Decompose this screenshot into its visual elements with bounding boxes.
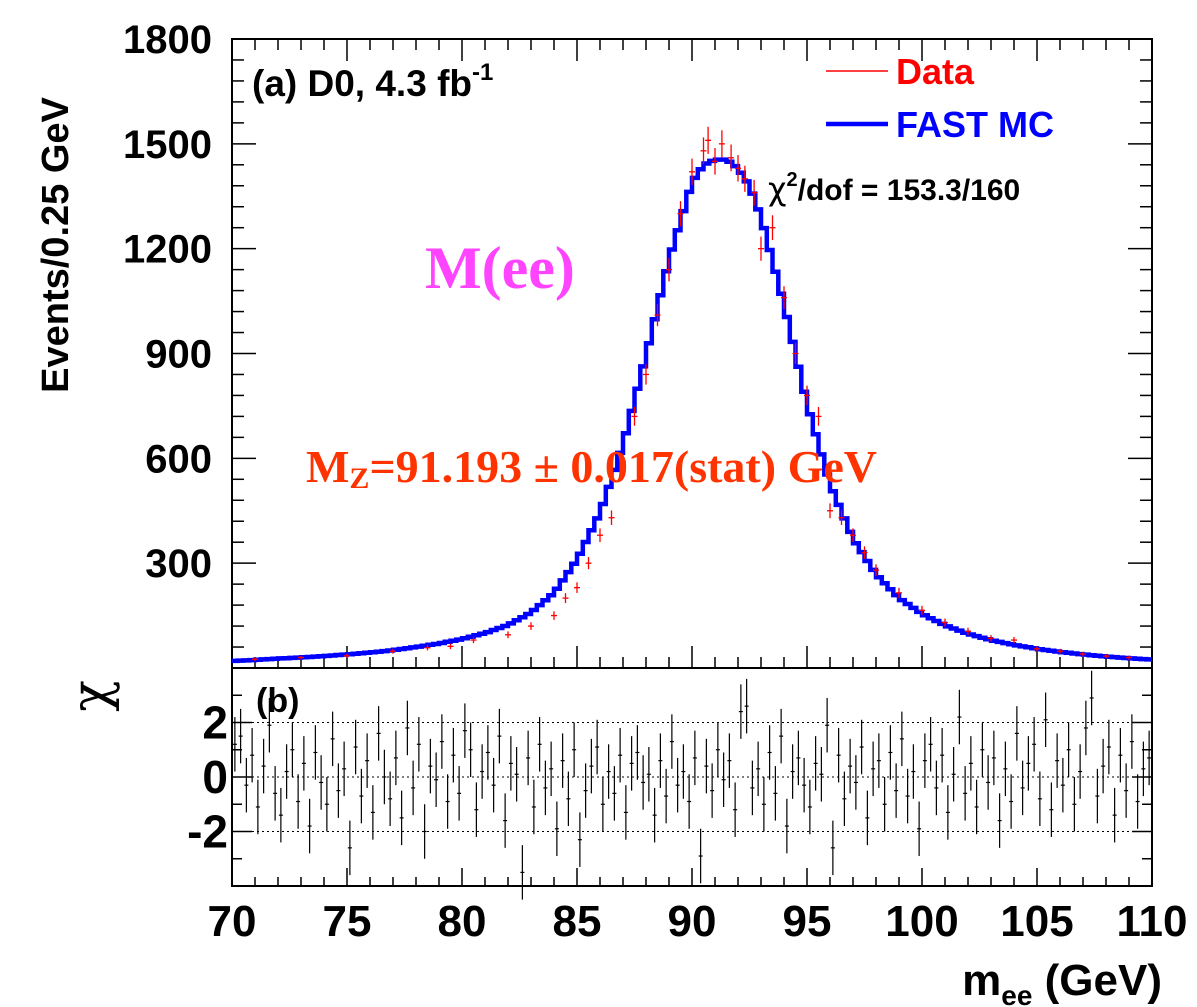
chi2-annotation: χ2/dof = 153.3/160 xyxy=(768,169,1020,208)
x-tick-label: 110 xyxy=(1117,897,1188,946)
legend-fast-mc-label: FAST MC xyxy=(896,104,1054,145)
x-tick-label: 95 xyxy=(783,897,832,946)
main-y-tick-label: 600 xyxy=(145,437,212,481)
residual-y-tick-labels: -202 xyxy=(187,697,228,858)
x-axis-label-main: m xyxy=(962,956,1001,1005)
residual-y-axis-label: χ xyxy=(61,680,121,712)
x-tick-label: 90 xyxy=(668,897,717,946)
residual-points xyxy=(232,670,1152,900)
panel-a-label: (a) D0, 4.3 fb-1 xyxy=(252,59,493,104)
residual-reference-lines xyxy=(232,722,1152,832)
residual-ticks xyxy=(232,694,1152,886)
panel-a-label-superscript: -1 xyxy=(472,59,493,86)
x-tick-labels: 70 75 80 85 90 95 100 105 110 xyxy=(208,897,1188,946)
series-fast-mc-line xyxy=(232,157,1152,664)
main-y-tick-label: 1800 xyxy=(123,18,212,62)
main-y-tick-label: 1200 xyxy=(123,228,212,272)
chi2-superscript: 2 xyxy=(786,169,797,191)
mz-prefix: M xyxy=(306,441,349,492)
x-tick-label: 75 xyxy=(323,897,372,946)
residual-y-tick-label: -2 xyxy=(187,806,228,858)
chi2-text: /dof = 153.3/160 xyxy=(798,174,1021,207)
residual-y-tick-label: 2 xyxy=(202,697,228,749)
residual-y-tick-label: 0 xyxy=(202,751,228,803)
chi2-symbol: χ xyxy=(768,170,786,208)
main-y-tick-labels: 300 600 900 1200 1500 1800 xyxy=(123,18,212,586)
main-y-tick-label: 900 xyxy=(145,333,212,377)
x-tick-label: 100 xyxy=(885,897,958,946)
mz-text: =91.193 ± 0.017(stat) GeV xyxy=(369,441,877,492)
x-axis-label: mee (GeV) xyxy=(962,956,1162,1007)
series-data-points xyxy=(252,126,1132,662)
x-axis-label-unit: (GeV) xyxy=(1032,956,1162,1005)
x-tick-label: 80 xyxy=(438,897,487,946)
x-tick-label: 105 xyxy=(1000,897,1073,946)
mz-annotation: MZ=91.193 ± 0.017(stat) GeV xyxy=(306,441,877,495)
main-x-ticks xyxy=(254,39,1130,668)
x-tick-label: 85 xyxy=(553,897,602,946)
panel-a-label-text: (a) D0, 4.3 fb xyxy=(252,63,472,104)
x-tick-label: 70 xyxy=(208,897,257,946)
mass-annotation: M(ee) xyxy=(425,235,575,301)
legend-data-label: Data xyxy=(896,51,975,92)
y-axis-label: Events/0.25 GeV xyxy=(35,96,77,392)
x-axis-label-subscript: ee xyxy=(1001,980,1032,1007)
main-y-tick-label: 1500 xyxy=(123,123,212,167)
mz-subscript: Z xyxy=(349,462,369,495)
main-y-ticks xyxy=(232,59,1152,648)
panel-b-label: (b) xyxy=(256,682,299,720)
main-y-tick-label: 300 xyxy=(145,542,212,586)
